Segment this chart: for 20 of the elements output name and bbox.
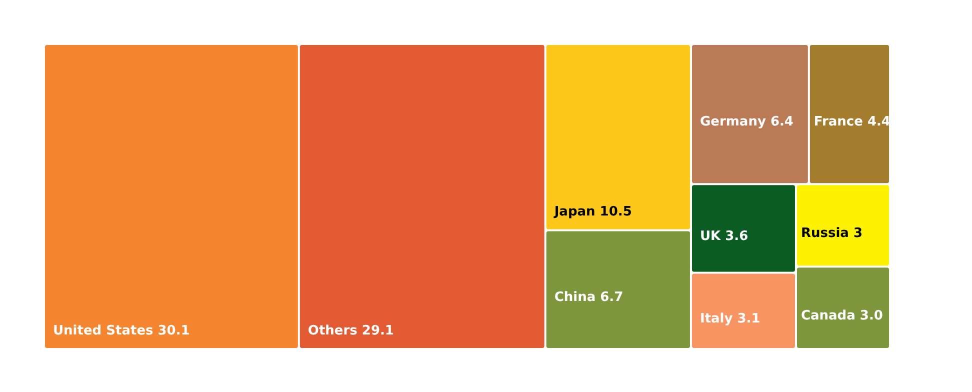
category-label: UK — [700, 228, 726, 244]
category-label: Russia — [800, 226, 854, 241]
data-label: 3.6 — [725, 228, 748, 244]
category-label: China — [554, 290, 600, 306]
data-label: 3.1 — [737, 311, 760, 326]
data-label: 30.1 — [158, 324, 190, 338]
data-label: 10.5 — [600, 204, 632, 220]
data-label: 3.0 — [860, 308, 883, 324]
data-label: 29.1 — [362, 324, 394, 338]
category-label: France — [814, 114, 868, 130]
data-label: 6.7 — [600, 290, 624, 306]
category-label: Germany — [700, 114, 770, 130]
data-label: 3 — [853, 226, 863, 241]
category-label: Japan — [553, 204, 600, 220]
category-label: Others — [308, 324, 362, 338]
category-label: Italy — [700, 311, 738, 326]
data-label: 4.4 — [867, 114, 890, 130]
category-label: United States — [53, 324, 158, 338]
data-label: 6.4 — [770, 114, 794, 130]
category-label: Canada — [800, 308, 860, 324]
